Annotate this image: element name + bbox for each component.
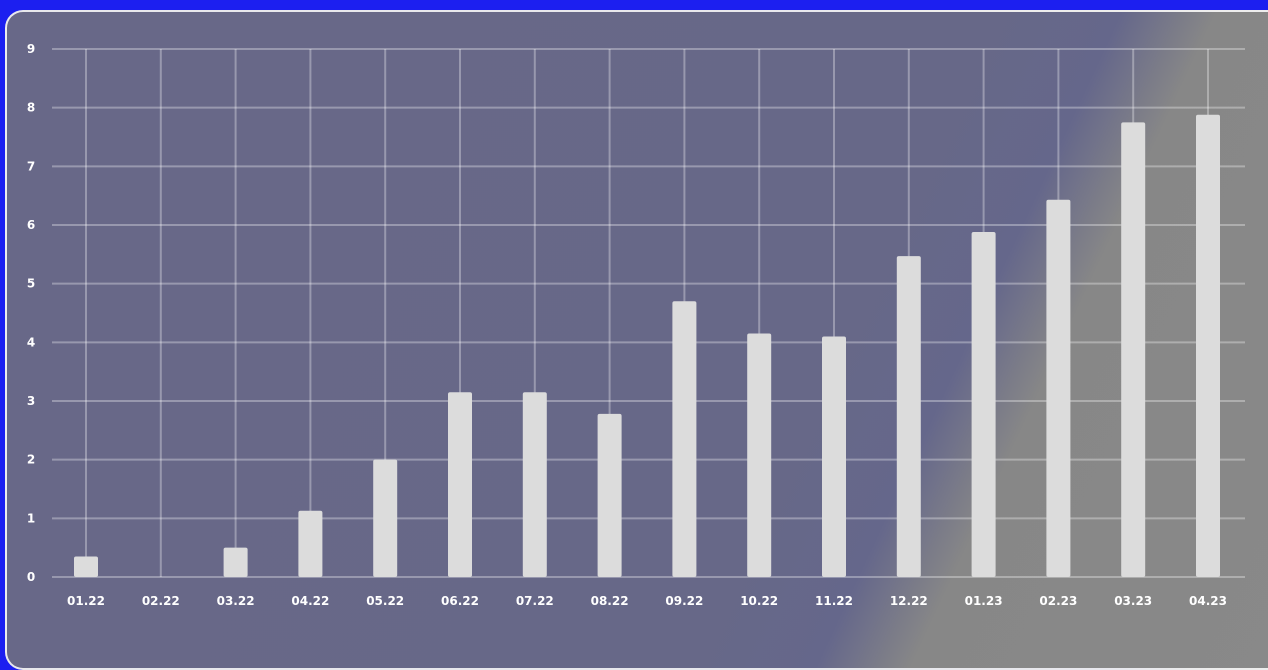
x-tick-label: 02.23	[1039, 594, 1077, 608]
bar-07.22	[523, 392, 547, 577]
bar-12.22	[897, 256, 921, 577]
x-tick-label: 10.22	[740, 594, 778, 608]
x-axis-tick-labels: 01.22 02.22 03.22 04.22 05.22 06.22 07.22 08.22…	[67, 594, 1227, 608]
x-tick-label: 01.23	[965, 594, 1003, 608]
x-tick-label: 09.22	[665, 594, 703, 608]
x-tick-label: 06.22	[441, 594, 479, 608]
bar-series	[74, 115, 1220, 577]
y-tick-label: 1	[27, 511, 35, 525]
x-tick-label: 03.22	[217, 594, 255, 608]
bar-10.22	[747, 334, 771, 577]
x-tick-label: 11.22	[815, 594, 853, 608]
bar-06.22	[448, 392, 472, 577]
x-tick-label: 12.22	[890, 594, 928, 608]
x-tick-label: 08.22	[591, 594, 629, 608]
bar-04.22	[298, 511, 322, 577]
x-tick-label: 07.22	[516, 594, 554, 608]
bar-02.23	[1046, 200, 1070, 577]
x-tick-label: 05.22	[366, 594, 404, 608]
chart-frame: 0 1 2 3 4 5 6 7 8 9 01.22 02.22 03.22 04.22 05.22 06.2…	[0, 0, 1268, 636]
bar-03.23	[1121, 122, 1145, 577]
y-tick-label: 2	[27, 453, 35, 467]
bar-chart: 0 1 2 3 4 5 6 7 8 9 01.22 02.22 03.22 04.22 05.22 06.2…	[0, 0, 1268, 636]
y-tick-label: 9	[27, 42, 35, 56]
x-tick-label: 04.23	[1189, 594, 1227, 608]
y-tick-label: 7	[27, 159, 35, 173]
y-tick-label: 8	[27, 101, 35, 115]
y-axis-tick-labels: 0 1 2 3 4 5 6 7 8 9	[27, 42, 35, 584]
bar-11.22	[822, 336, 846, 577]
x-tick-label: 04.22	[291, 594, 329, 608]
vertical-gridlines	[86, 49, 1208, 577]
y-tick-label: 5	[27, 277, 35, 291]
y-tick-label: 6	[27, 218, 35, 232]
y-tick-label: 3	[27, 394, 35, 408]
bar-04.23	[1196, 115, 1220, 577]
bar-05.22	[373, 460, 397, 577]
x-tick-label: 03.23	[1114, 594, 1152, 608]
y-tick-label: 0	[27, 570, 35, 584]
bar-01.23	[972, 232, 996, 577]
x-tick-label: 02.22	[142, 594, 180, 608]
bar-08.22	[598, 414, 622, 577]
x-tick-label: 01.22	[67, 594, 105, 608]
y-tick-label: 4	[27, 335, 35, 349]
bar-09.22	[672, 301, 696, 577]
bar-03.22	[224, 548, 248, 577]
bar-01.22	[74, 556, 98, 577]
